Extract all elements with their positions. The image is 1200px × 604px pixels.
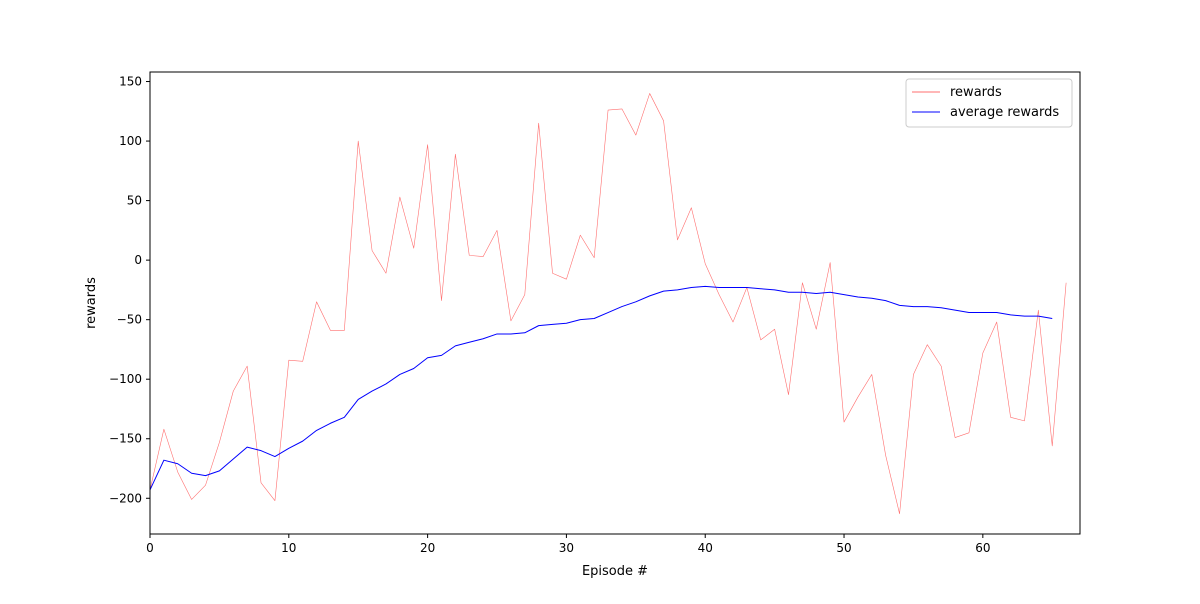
x-tick-label: 50: [836, 541, 851, 555]
x-axis-label: Episode #: [582, 564, 648, 579]
plot-frame: [149, 71, 1081, 535]
legend: rewards average rewards: [905, 78, 1073, 128]
series-line-rewards: [149, 93, 1067, 515]
y-axis-label: rewards: [84, 277, 99, 329]
y-tick-label: 0: [134, 253, 142, 267]
y-tick-label: −150: [109, 432, 142, 446]
x-tick-label: 10: [281, 541, 296, 555]
legend-label-rewards: rewards: [950, 85, 1002, 100]
x-tick-label: 60: [975, 541, 990, 555]
y-tick-label: −200: [109, 491, 142, 505]
y-axis: −200 −150 −100 −50 0 50 100 150: [109, 75, 150, 505]
series-line-average-rewards: [149, 285, 1053, 491]
y-tick-label: 150: [119, 75, 142, 89]
x-tick-label: 30: [559, 541, 574, 555]
y-tick-label: −100: [109, 372, 142, 386]
y-tick-label: −50: [117, 313, 142, 327]
x-tick-label: 20: [420, 541, 435, 555]
y-tick-label: 100: [119, 134, 142, 148]
x-tick-label: 40: [698, 541, 713, 555]
x-tick-label: 0: [146, 541, 154, 555]
x-axis: 0 10 20 30 40 50 60: [146, 534, 990, 555]
legend-box: [905, 78, 1073, 128]
y-tick-label: 50: [127, 194, 142, 208]
legend-label-average-rewards: average rewards: [950, 105, 1059, 120]
plot-content: [149, 93, 1067, 515]
